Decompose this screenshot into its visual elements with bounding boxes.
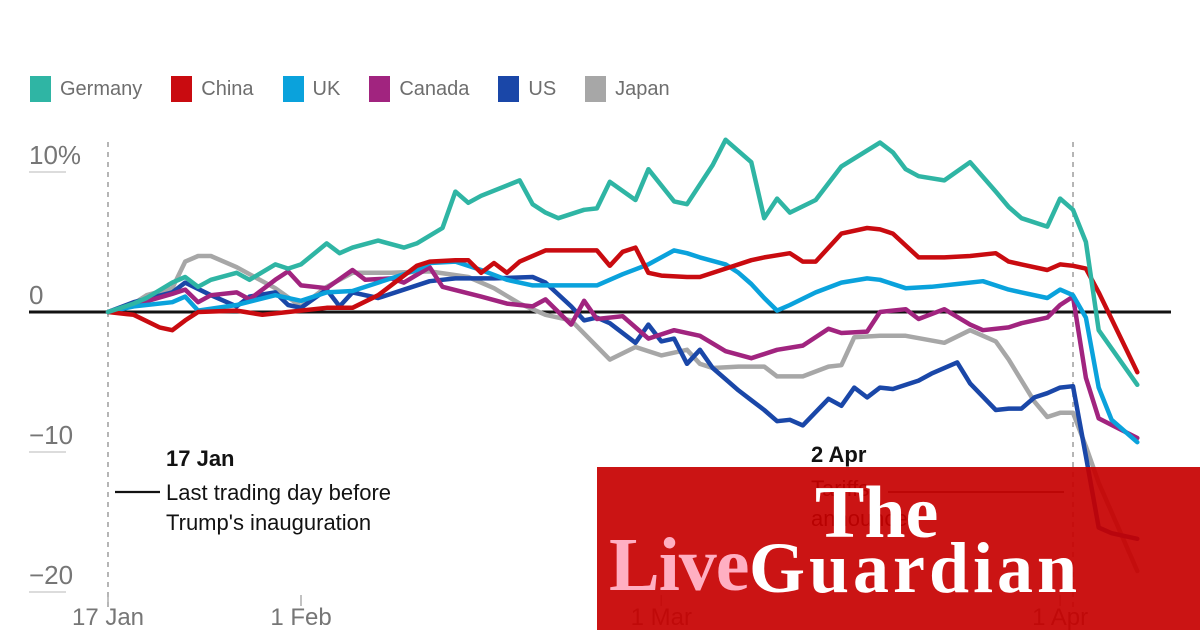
guardian-masthead-overlay: Live The Guardian <box>597 467 1200 630</box>
china-color-swatch <box>171 76 193 102</box>
legend-label: UK <box>312 77 341 100</box>
legend-item-uk: UK <box>282 76 341 102</box>
legend-item-germany: Germany <box>30 76 142 102</box>
legend-item-japan: Japan <box>585 76 670 102</box>
germany-color-swatch <box>30 76 51 102</box>
legend-label: Japan <box>615 77 670 100</box>
series-line-china <box>105 225 1140 375</box>
y-axis-label: −10 <box>29 420 74 450</box>
annotation-text-line: Trump's inauguration <box>166 510 372 535</box>
annotation-text-line: Last trading day before <box>166 480 392 505</box>
canada-color-swatch <box>369 76 391 102</box>
series-line-uk <box>105 248 1140 445</box>
series-line-germany <box>105 137 1140 388</box>
annotation-date: 2 Apr <box>811 442 867 467</box>
series-line-japan <box>105 253 1140 574</box>
y-axis-label: 0 <box>29 280 44 310</box>
legend-item-china: China <box>171 76 254 102</box>
japan-color-swatch <box>585 76 607 102</box>
annotation-17-jan: 17 Jan Last trading day before Trump's i… <box>166 446 391 538</box>
x-axis-label: 17 Jan <box>71 604 145 630</box>
legend-item-us: US <box>498 76 556 102</box>
annotation-date: 17 Jan <box>166 446 235 471</box>
chart-legend: Germany China UK Canada US Japan <box>30 76 670 102</box>
guardian-logo-guardian: Guardian <box>749 528 1082 608</box>
legend-label: Germany <box>60 77 143 100</box>
series-line-canada <box>105 264 1140 441</box>
guardian-logo-the: The <box>815 472 939 554</box>
legend-label: China <box>201 77 254 100</box>
x-axis-label: 1 Feb <box>270 604 332 630</box>
y-axis-label: −20 <box>29 560 74 590</box>
legend-item-canada: Canada <box>369 76 469 102</box>
legend-label: Canada <box>399 77 470 100</box>
series-line-us <box>105 274 1140 542</box>
us-color-swatch <box>498 76 520 102</box>
y-axis-label: 10% <box>29 140 82 170</box>
uk-color-swatch <box>282 76 304 102</box>
legend-label: US <box>528 77 557 100</box>
guardian-live-badge: Live <box>609 523 750 607</box>
